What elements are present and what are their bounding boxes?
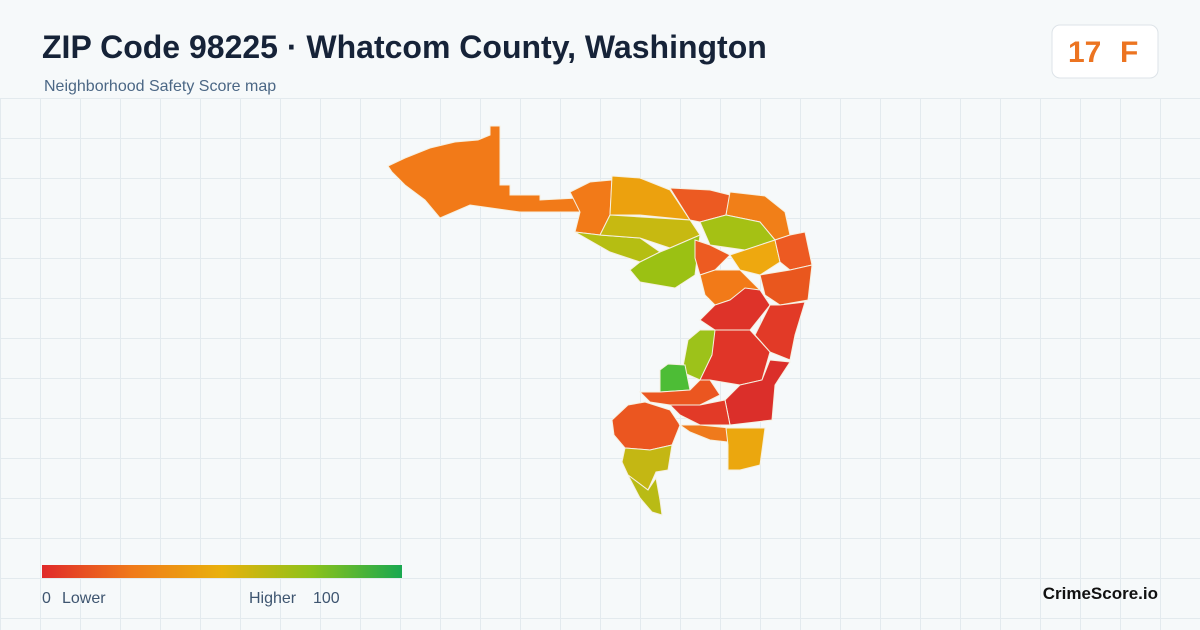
legend-min-label: Lower [62,590,106,607]
region [629,234,701,289]
region [638,379,721,406]
legend-bar [42,565,402,578]
subtitle: Neighborhood Safety Score map [44,78,276,95]
legend-max-label: Higher [249,590,297,607]
region [668,399,731,426]
brand: CrimeScore.io [1043,584,1158,603]
legend-min: 0 [42,590,51,607]
score-value: 17 [1068,36,1101,69]
legend-max: 100 [313,590,340,607]
region [759,264,813,306]
region [627,474,663,516]
region [387,125,581,219]
region [774,231,813,271]
region [621,444,673,491]
region [678,424,731,443]
background-grid [0,98,1200,630]
title: ZIP Code 98225 · Whatcom County, Washing… [42,29,767,65]
score-grade: F [1120,36,1138,69]
region [659,363,691,393]
zip-map [387,125,813,516]
region [725,427,766,471]
score-box [1051,24,1159,79]
region [611,401,681,451]
